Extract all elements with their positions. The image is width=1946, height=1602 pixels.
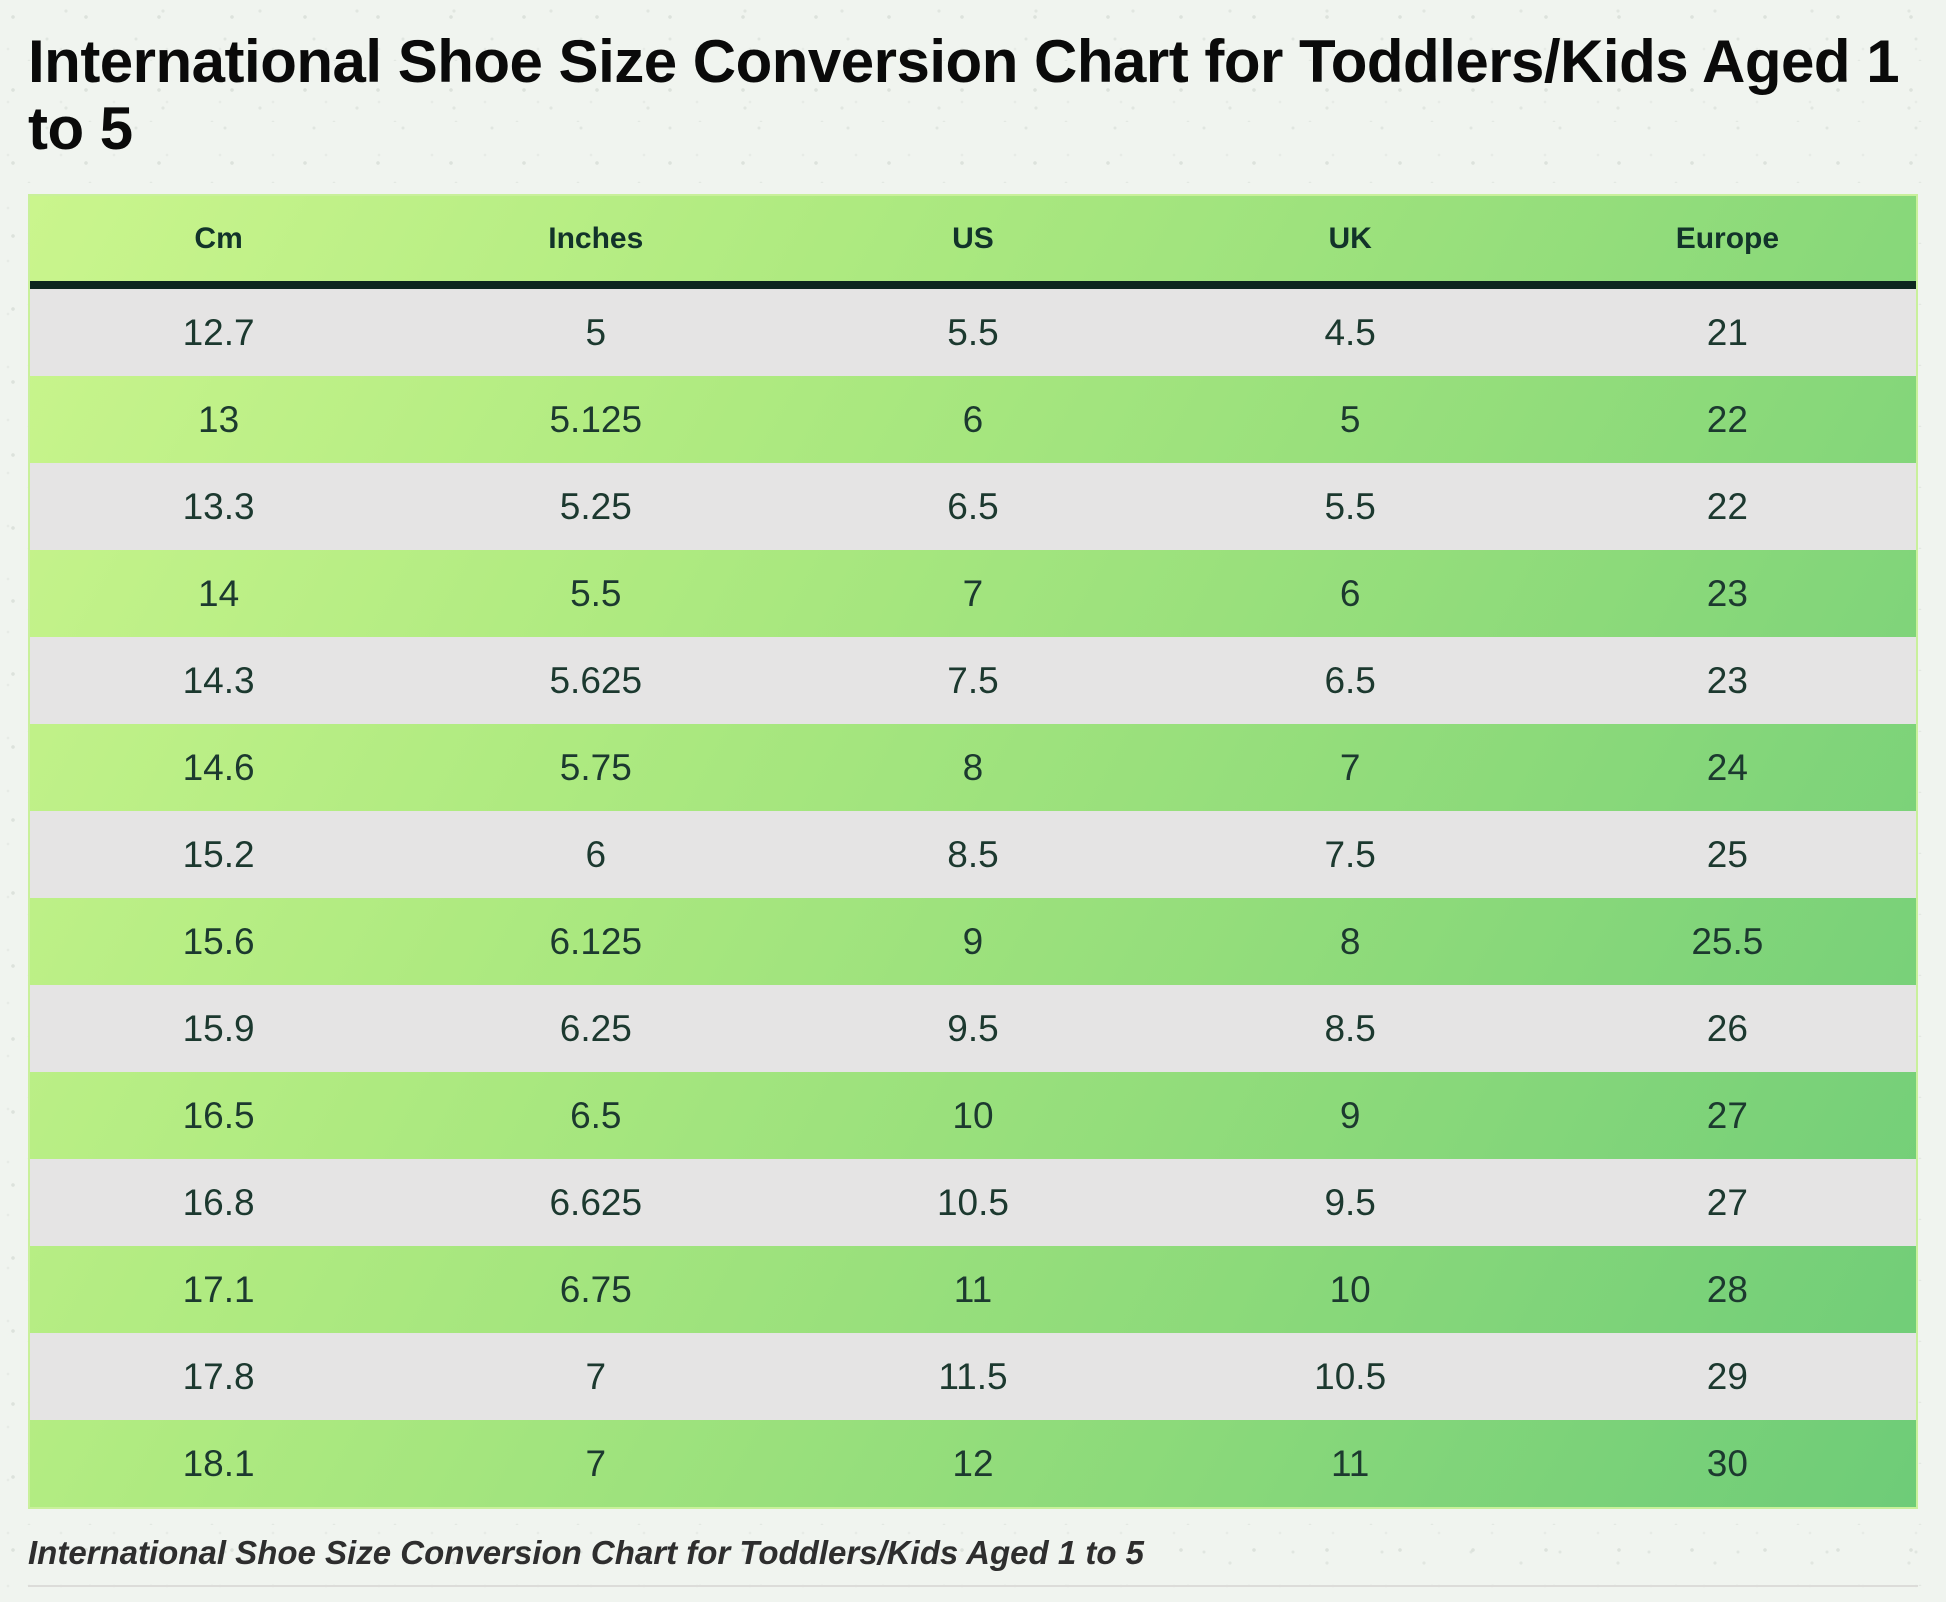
table-cell-cm: 14.6 [182, 746, 255, 788]
table-cell-inches: 5.5 [570, 572, 622, 614]
table-cell-europe: 28 [1706, 1268, 1748, 1310]
table-cell-inches: 7 [585, 1442, 607, 1484]
table-cell-uk: 11 [1330, 1442, 1370, 1484]
table-row: 15.2 6 8.5 7.5 25 [30, 811, 1916, 898]
table-cell-us: 11 [953, 1268, 993, 1310]
table-cell-cm: 16.5 [182, 1094, 255, 1136]
page: International Shoe Size Conversion Chart… [28, 28, 1918, 1587]
page-title: International Shoe Size Conversion Chart… [28, 28, 1900, 162]
table-cell-cm: 18.1 [182, 1442, 255, 1484]
table-cell-cm: 12.7 [182, 311, 255, 353]
table-cell-inches: 5 [585, 311, 607, 353]
table-row: 17.8 7 11.5 10.5 29 [30, 1333, 1916, 1420]
table-cell-uk: 8 [1339, 920, 1361, 962]
shoe-size-conversion-table: Cm Inches US UK Europe 12.7 5 5.5 4.5 21 13 5.125 6… [28, 194, 1918, 1509]
table-row: 15.9 6.25 9.5 8.5 26 [30, 985, 1916, 1072]
table-body: 12.7 5 5.5 4.5 21 13 5.125 6 5 22 13.3 5.25 6.5 5.5 22… [30, 285, 1916, 1507]
table-cell-us: 7 [962, 572, 984, 614]
table-cell-inches: 6.125 [549, 920, 643, 962]
table-cell-inches: 6.25 [559, 1007, 632, 1049]
table-cell-uk: 7 [1339, 746, 1361, 788]
table-cell-cm: 15.9 [182, 1007, 255, 1049]
table-row: 14.3 5.625 7.5 6.5 23 [30, 637, 1916, 724]
table-cell-cm: 14 [198, 572, 240, 614]
table-cell-uk: 7.5 [1324, 833, 1376, 875]
table-row: 14.6 5.75 8 7 24 [30, 724, 1916, 811]
header-row: Cm Inches US UK Europe [30, 196, 1916, 289]
table-cell-us: 8.5 [947, 833, 999, 875]
column-header-inches: Inches [407, 196, 785, 289]
table-row: 16.8 6.625 10.5 9.5 27 [30, 1159, 1916, 1246]
table-cell-inches: 5.25 [559, 485, 632, 527]
table-cell-europe: 24 [1706, 746, 1748, 788]
table-cell-us: 5.5 [947, 311, 999, 353]
table-cell-cm: 13.3 [182, 485, 255, 527]
table-cell-inches: 5.625 [549, 659, 643, 701]
table-cell-uk: 8.5 [1324, 1007, 1376, 1049]
table-cell-uk: 5.5 [1324, 485, 1376, 527]
table-cell-uk: 6 [1339, 572, 1361, 614]
table-cell-us: 11.5 [938, 1355, 1008, 1397]
table-cell-us: 6 [962, 398, 984, 440]
table-cell-inches: 6.5 [570, 1094, 622, 1136]
table-row: 17.1 6.75 11 10 28 [30, 1246, 1916, 1333]
table-cell-cm: 16.8 [182, 1181, 255, 1223]
table-row: 12.7 5 5.5 4.5 21 [30, 285, 1916, 376]
table-cell-us: 6.5 [947, 485, 999, 527]
table-cell-europe: 22 [1706, 485, 1748, 527]
table-cell-europe: 29 [1706, 1355, 1748, 1397]
table-cell-cm: 17.8 [182, 1355, 255, 1397]
table-cell-europe: 30 [1706, 1442, 1748, 1484]
table-cell-us: 10.5 [936, 1181, 1009, 1223]
table-cell-inches: 5.75 [559, 746, 632, 788]
table-cell-cm: 15.6 [182, 920, 255, 962]
table-cell-europe: 22 [1706, 398, 1748, 440]
table-cell-uk: 5 [1339, 398, 1361, 440]
table-cell-cm: 15.2 [182, 833, 255, 875]
table-row: 18.1 7 12 11 30 [30, 1420, 1916, 1507]
table: Cm Inches US UK Europe 12.7 5 5.5 4.5 21 13 5.125 6… [30, 196, 1916, 1507]
table-cell-inches: 7 [585, 1355, 607, 1397]
table-cell-us: 8 [962, 746, 984, 788]
table-cell-europe: 26 [1706, 1007, 1748, 1049]
table-cell-europe: 23 [1706, 572, 1748, 614]
table-cell-uk: 10.5 [1314, 1355, 1387, 1397]
table-cell-cm: 17.1 [182, 1268, 255, 1310]
table-cell-europe: 27 [1706, 1181, 1748, 1223]
table-cell-us: 12 [952, 1442, 994, 1484]
table-cell-europe: 25.5 [1691, 920, 1764, 962]
table-cell-uk: 9 [1339, 1094, 1361, 1136]
column-header-uk: UK [1161, 196, 1539, 289]
table-row: 16.5 6.5 10 9 27 [30, 1072, 1916, 1159]
table-cell-us: 9 [962, 920, 984, 962]
table-cell-uk: 6.5 [1324, 659, 1376, 701]
table-cell-cm: 14.3 [182, 659, 255, 701]
table-row: 15.6 6.125 9 8 25.5 [30, 898, 1916, 985]
table-cell-europe: 25 [1706, 833, 1748, 875]
table-cell-uk: 4.5 [1324, 311, 1376, 353]
bottom-divider [28, 1585, 1918, 1587]
table-cell-europe: 27 [1706, 1094, 1748, 1136]
table-cell-uk: 10 [1329, 1268, 1371, 1310]
table-cell-uk: 9.5 [1324, 1181, 1376, 1223]
table-cell-inches: 6 [585, 833, 607, 875]
table-cell-inches: 5.125 [549, 398, 643, 440]
table-caption: International Shoe Size Conversion Chart… [28, 1534, 1145, 1571]
table-row: 14 5.5 7 6 23 [30, 550, 1916, 637]
table-row: 13 5.125 6 5 22 [30, 376, 1916, 463]
column-header-cm: Cm [30, 196, 408, 289]
table-row: 13.3 5.25 6.5 5.5 22 [30, 463, 1916, 550]
column-header-us: US [784, 196, 1162, 289]
table-cell-us: 10 [952, 1094, 994, 1136]
table-cell-cm: 13 [198, 398, 240, 440]
table-cell-inches: 6.625 [549, 1181, 643, 1223]
table-cell-europe: 21 [1706, 311, 1748, 353]
table-cell-us: 7.5 [947, 659, 999, 701]
table-cell-europe: 23 [1706, 659, 1748, 701]
table-cell-us: 9.5 [947, 1007, 999, 1049]
table-header: Cm Inches US UK Europe [30, 196, 1916, 289]
column-header-europe: Europe [1538, 196, 1916, 289]
table-cell-inches: 6.75 [559, 1268, 632, 1310]
